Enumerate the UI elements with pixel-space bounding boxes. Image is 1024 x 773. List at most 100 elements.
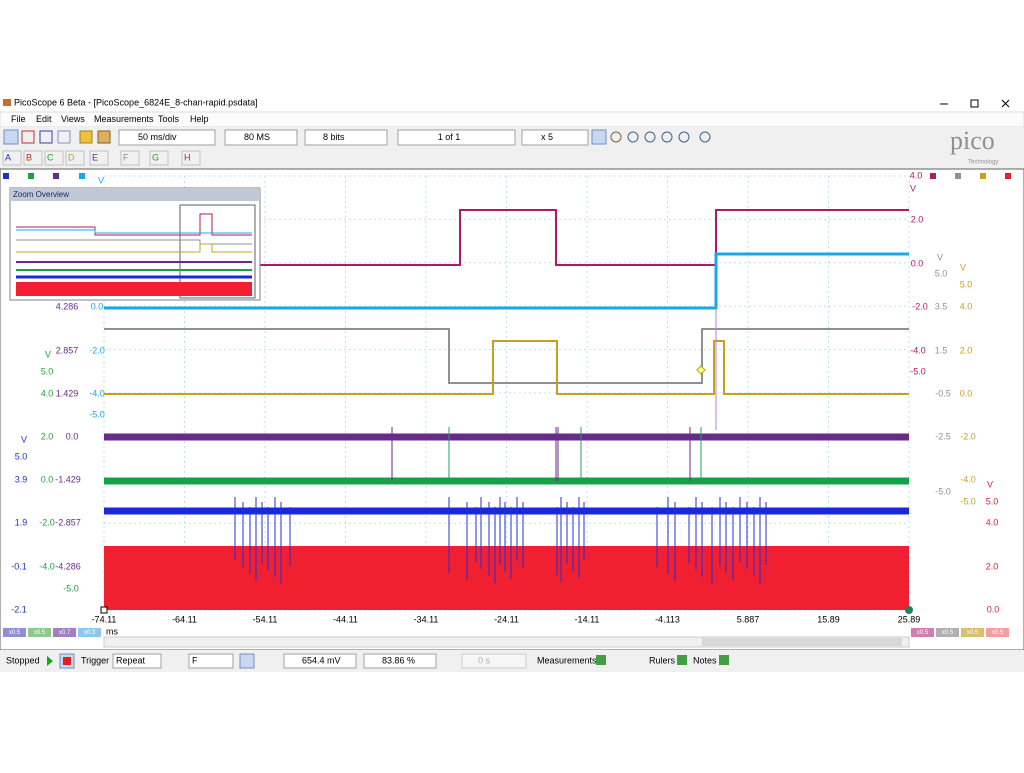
axis-label: 5.0: [986, 496, 999, 506]
axis-label: V: [937, 252, 943, 262]
x-tick-label: 25.89: [898, 614, 921, 624]
ruler-handle[interactable]: [100, 606, 108, 614]
scale-chip-label[interactable]: x0.5: [9, 630, 21, 636]
axis-label: V: [987, 479, 993, 489]
zoom-box[interactable]: [521, 129, 589, 146]
channel-label[interactable]: B: [26, 152, 32, 162]
x-tick-label: -14.11: [575, 614, 600, 624]
scale-chip[interactable]: [28, 628, 51, 637]
channel-indicator[interactable]: [53, 173, 59, 179]
channel-label[interactable]: H: [184, 152, 191, 162]
channel-button[interactable]: [2, 150, 22, 166]
axis-label: 0.0: [911, 258, 924, 268]
scale-chip-label[interactable]: x0.7: [59, 630, 71, 636]
timebase[interactable]: 50 ms/div: [138, 132, 177, 142]
channel-indicator[interactable]: [28, 173, 34, 179]
pre-trigger[interactable]: 83.86 %: [382, 655, 415, 665]
scrollbar-thumb[interactable]: [702, 638, 902, 646]
menu-item[interactable]: File: [11, 114, 26, 124]
axis-label: 2.0: [41, 431, 54, 441]
resolution-box[interactable]: [304, 129, 388, 146]
channel-indicator[interactable]: [79, 173, 85, 179]
axis-label: -2.0: [960, 431, 976, 441]
rising-edge-button[interactable]: [239, 653, 255, 669]
rulers-button[interactable]: [677, 655, 687, 665]
scale-chip[interactable]: [3, 628, 26, 637]
trigger-mode-box[interactable]: [112, 653, 162, 669]
x-tick-label: -74.11: [92, 614, 117, 624]
start-button[interactable]: [47, 656, 53, 666]
scale-chip[interactable]: [53, 628, 76, 637]
scale-chip-label[interactable]: x0.5: [942, 630, 954, 636]
x-tick-label: -34.11: [414, 614, 439, 624]
channel-button[interactable]: [23, 150, 43, 166]
scale-chip[interactable]: [78, 628, 101, 637]
zoom-tools[interactable]: [591, 129, 711, 145]
axis-label: 1.9: [15, 517, 28, 527]
axis-label: -2.0: [89, 345, 105, 355]
channel-indicator[interactable]: [980, 173, 986, 179]
menu-item[interactable]: Views: [61, 114, 85, 124]
title-bar: [0, 95, 1024, 112]
scale-chip[interactable]: [986, 628, 1009, 637]
channel-label[interactable]: D: [68, 152, 75, 162]
channel-indicator[interactable]: [955, 173, 961, 179]
pretrigger-box[interactable]: [363, 653, 437, 669]
x-tick-label: -44.11: [333, 614, 358, 624]
scale-chip-label[interactable]: x0.3: [84, 630, 96, 636]
channel-indicator[interactable]: [1005, 173, 1011, 179]
trigger-threshold[interactable]: 654.4 mV: [302, 655, 341, 665]
scale-chip[interactable]: [961, 628, 984, 637]
samples-box[interactable]: [224, 129, 298, 146]
resolution[interactable]: 8 bits: [323, 132, 345, 142]
channel-label[interactable]: A: [5, 152, 11, 162]
trigger-mode[interactable]: Repeat: [116, 655, 146, 665]
close-button[interactable]: [1001, 99, 1010, 108]
maximize-button[interactable]: [970, 99, 979, 108]
buffer-box[interactable]: [397, 129, 516, 146]
timebase-box[interactable]: [118, 129, 216, 146]
axis-label: 5.0: [41, 366, 54, 376]
pico-tagline: Technology: [968, 160, 998, 166]
channel-button[interactable]: [149, 150, 169, 166]
axis-label: 4.0: [41, 388, 54, 398]
menu-item[interactable]: Tools: [158, 114, 180, 124]
notes-button[interactable]: [719, 655, 729, 665]
channel-label[interactable]: G: [152, 152, 159, 162]
channel-button[interactable]: [65, 150, 85, 166]
x-tick-label: 5.887: [737, 614, 760, 624]
notes-label: Notes: [693, 655, 717, 665]
channel-button[interactable]: [181, 150, 201, 166]
axis-label: V: [960, 262, 966, 272]
scale-chip-label[interactable]: x0.5: [967, 630, 979, 636]
zoom-overview[interactable]: [9, 187, 261, 301]
channel-label[interactable]: E: [92, 152, 98, 162]
scale-chip-label[interactable]: x0.5: [34, 630, 46, 636]
scale-chip[interactable]: [911, 628, 934, 637]
menu-item[interactable]: Edit: [36, 114, 52, 124]
trigger-source[interactable]: F: [192, 655, 198, 665]
scale-chip-label[interactable]: x0.5: [992, 630, 1004, 636]
samples[interactable]: 80 MS: [244, 132, 270, 142]
trigger-source-box[interactable]: [188, 653, 234, 669]
axis-label: 2.0: [986, 561, 999, 571]
scrollbar[interactable]: [103, 636, 910, 648]
channel-label[interactable]: F: [123, 152, 129, 162]
channel-button[interactable]: [44, 150, 64, 166]
channel-button[interactable]: [120, 150, 140, 166]
channel-indicator[interactable]: [930, 173, 936, 179]
buffer-navigator[interactable]: 1 of 1: [438, 132, 461, 142]
zoom-factor[interactable]: x 5: [541, 132, 553, 142]
axis-label: 1.429: [56, 388, 79, 398]
axis-label: -5.0: [910, 366, 926, 376]
channel-label[interactable]: C: [47, 152, 54, 162]
channel-button[interactable]: [89, 150, 109, 166]
scale-chip-label[interactable]: x0.5: [917, 630, 929, 636]
scale-chip[interactable]: [936, 628, 959, 637]
menu-item[interactable]: Help: [190, 114, 209, 124]
menu-item[interactable]: Measurements: [94, 114, 154, 124]
channel-indicator[interactable]: [3, 173, 9, 179]
threshold-box[interactable]: [283, 653, 357, 669]
add-measurement[interactable]: [596, 655, 606, 665]
ruler-handle[interactable]: [905, 606, 913, 614]
